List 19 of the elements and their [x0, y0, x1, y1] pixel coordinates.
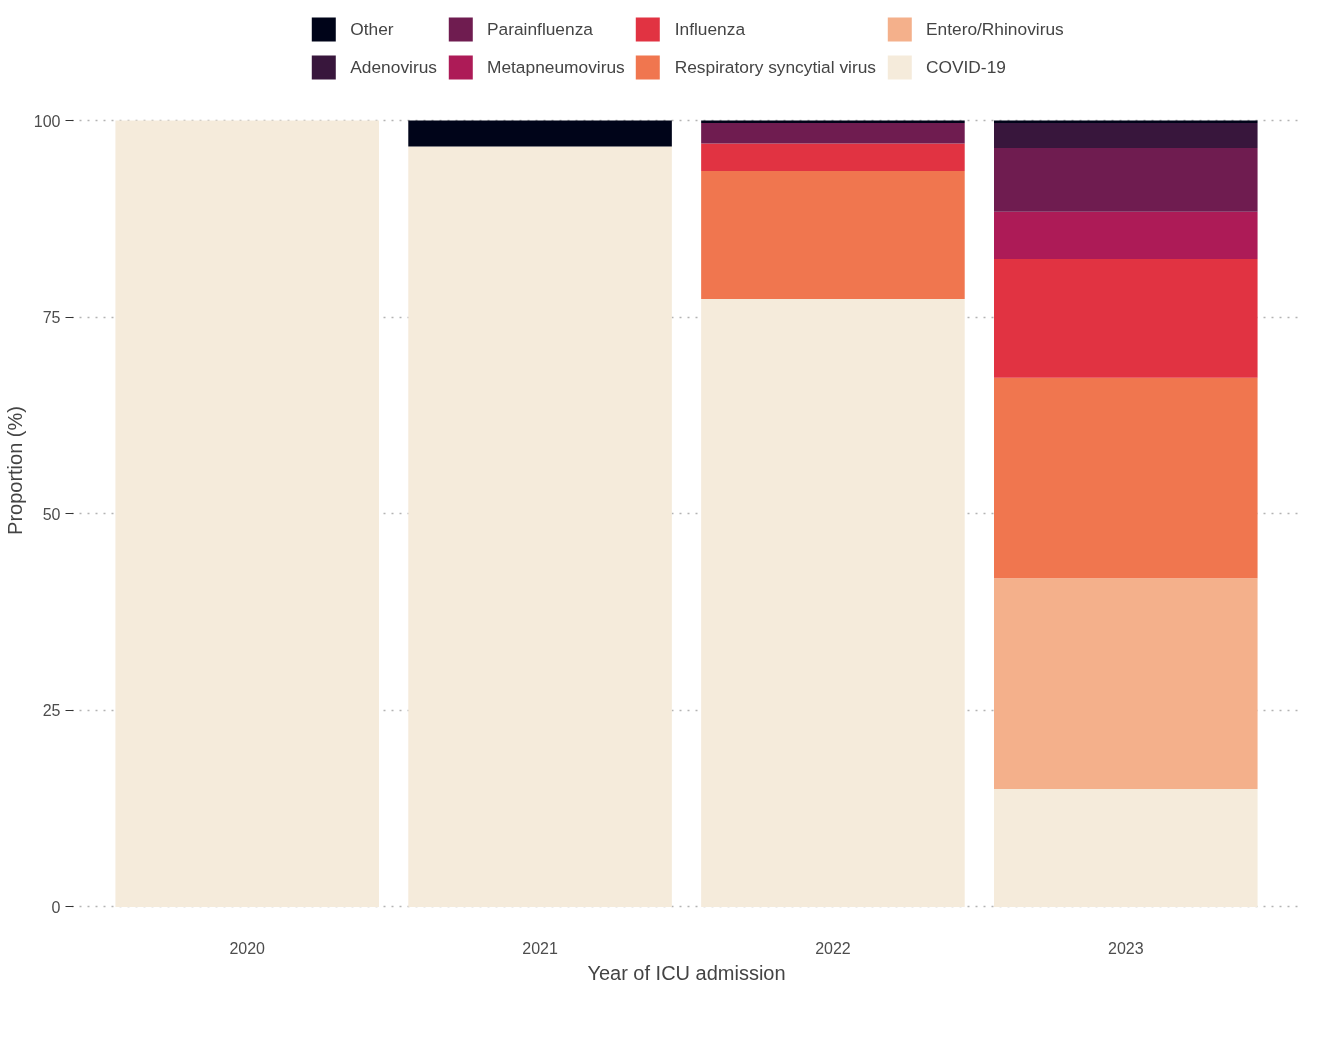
x-tick-label: 2022 — [815, 939, 851, 957]
x-tick-label: 2020 — [229, 939, 266, 957]
y-axis-title: Proportion (%) — [3, 406, 26, 535]
y-tick-label: 75 — [42, 309, 61, 327]
legend-label: COVID-19 — [925, 56, 1006, 78]
legend-label: Respiratory syncytial virus — [674, 56, 876, 78]
y-tick-label: 50 — [42, 505, 61, 523]
x-tick-label: 2021 — [522, 939, 558, 957]
x-tick-label: 2023 — [1107, 939, 1144, 957]
legend-label: Parainfluenza — [486, 18, 593, 40]
legend-label: Metapneumovirus — [486, 56, 625, 78]
legend-label: Influenza — [674, 18, 746, 40]
y-tick-label: 0 — [51, 898, 61, 916]
legend-label: Entero/Rhinovirus — [925, 18, 1064, 40]
y-tick-label: 25 — [42, 702, 61, 720]
legend-label: Other — [350, 18, 394, 40]
legend-label: Adenovirus — [350, 56, 437, 78]
y-tick-label: 100 — [33, 112, 61, 130]
x-axis-title: Year of ICU admission — [587, 961, 786, 984]
